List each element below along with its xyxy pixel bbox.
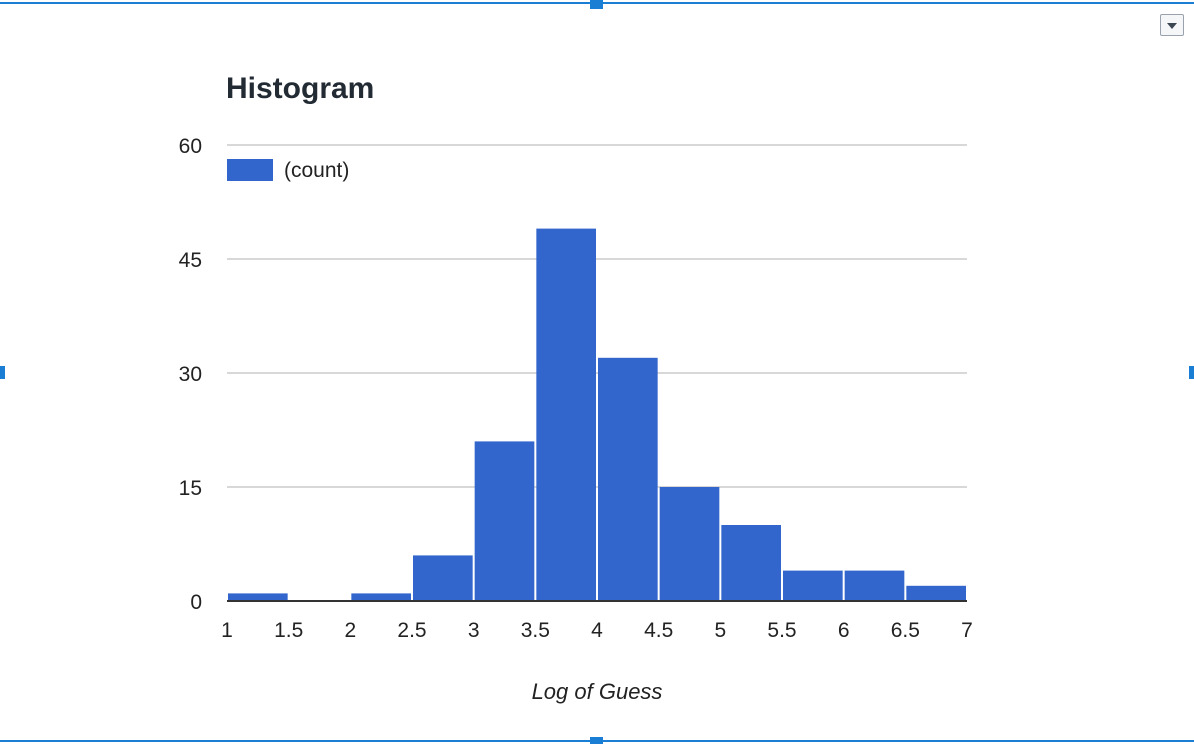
resize-handle-top[interactable] [590,0,603,9]
histogram-bar[interactable] [536,228,596,601]
histogram-bar[interactable] [474,441,535,601]
chart-menu-button[interactable] [1160,14,1184,36]
resize-handle-left[interactable] [0,366,5,379]
x-tick-label: 7 [961,619,973,642]
histogram-bar[interactable] [844,570,905,601]
x-tick-label: 5 [714,619,726,642]
x-tick-label: 6 [838,619,850,642]
x-tick-label: 4.5 [644,619,673,642]
x-axis-ticks: 1 1.5 2 2.5 3 3.5 4 4.5 5 5.5 6 6.5 7 [221,619,973,642]
x-tick-label: 2 [344,619,356,642]
y-tick-label: 0 [190,591,202,614]
x-tick-label: 3 [468,619,480,642]
histogram-bar[interactable] [598,357,658,601]
legend: (count) [227,159,349,182]
x-tick-label: 4 [591,619,603,642]
histogram-bar[interactable] [721,525,781,601]
y-axis-ticks: 0 15 30 45 60 [179,135,202,614]
resize-handle-right[interactable] [1189,366,1194,379]
x-axis-title: Log of Guess [532,679,663,704]
histogram-bar[interactable] [351,593,411,601]
y-tick-label: 60 [179,135,202,158]
x-tick-label: 6.5 [891,619,920,642]
histogram-bar[interactable] [659,487,720,601]
legend-label: (count) [284,159,349,182]
histogram-bar[interactable] [906,585,966,601]
chart-title: Histogram [226,72,375,105]
legend-swatch [227,159,273,181]
dropdown-triangle-icon [1167,23,1177,29]
y-tick-label: 30 [179,363,202,386]
resize-handle-bottom[interactable] [590,737,603,744]
histogram-bar[interactable] [783,570,843,601]
histogram-bar[interactable] [228,593,288,601]
x-tick-label: 3.5 [521,619,550,642]
histogram-bar[interactable] [413,555,473,601]
y-tick-label: 15 [179,477,202,500]
grid-lines [227,144,967,488]
x-tick-label: 5.5 [767,619,796,642]
x-tick-label: 1.5 [274,619,303,642]
y-tick-label: 45 [179,249,202,272]
x-tick-label: 2.5 [397,619,426,642]
x-tick-label: 1 [221,619,233,642]
bars [228,228,966,601]
